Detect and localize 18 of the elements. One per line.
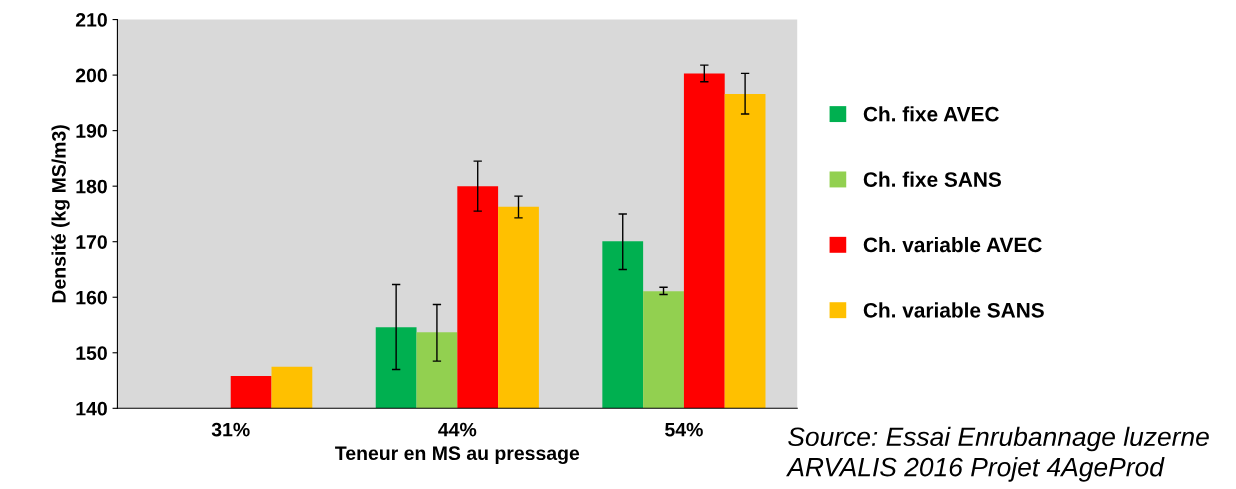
y-tick-label: 200 [75, 68, 107, 83]
legend-label: Ch. variable SANS [863, 302, 1044, 318]
y-tick-label: 150 [76, 346, 107, 361]
y-tick-label: 160 [76, 290, 107, 305]
y-tick-label: 170 [76, 235, 107, 249]
y-tick-label: 180 [76, 179, 107, 194]
y-tick-label: 140 [76, 401, 107, 416]
source-note: Source: Essai Enrubannage luzerne ARVALIS 2016 Projet 4AgeProd [786, 426, 1209, 482]
x-tick-label: 44% [438, 422, 477, 437]
x-tick-label: 54% [665, 422, 703, 437]
x-tick-label: 31% [211, 422, 250, 437]
legend-label: Ch. fixe AVEC [863, 106, 999, 122]
x-axis-title: Teneur en MS au pressage [335, 446, 580, 465]
y-tick-label: 190 [76, 124, 107, 138]
y-tick-label: 210 [75, 13, 107, 27]
legend-label: Ch. fixe SANS [863, 171, 1001, 187]
legend-label: Ch. variable AVEC [863, 236, 1042, 253]
y-axis-title: Densité (kg MS/m3) [51, 125, 70, 303]
